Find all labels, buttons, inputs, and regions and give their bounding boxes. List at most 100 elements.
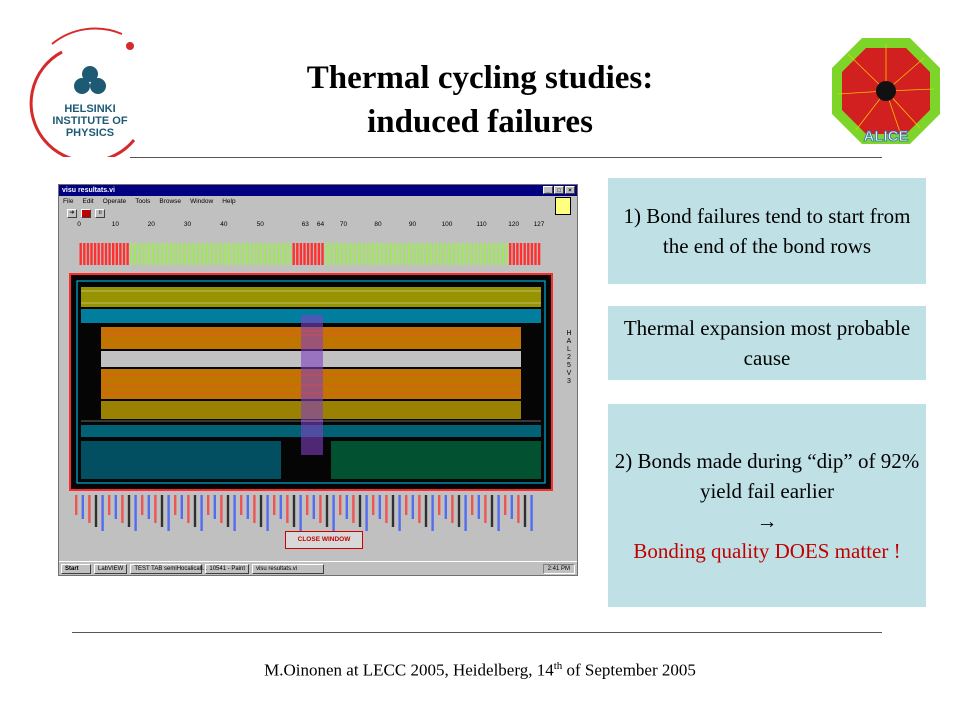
pad-label: [81, 495, 84, 519]
bond-indicator: [83, 243, 86, 265]
bond-indicator: [198, 243, 201, 265]
bond-indicator: [375, 243, 378, 265]
taskbar-item-paint[interactable]: 10541 - Paint: [205, 563, 250, 574]
bond-indicator: [368, 243, 371, 265]
callout-thermal-expansion-text: Thermal expansion most probable cause: [623, 316, 911, 370]
bond-indicator: [350, 243, 353, 265]
bond-indicator: [527, 243, 530, 265]
menu-operate[interactable]: Operate: [102, 198, 127, 205]
pad-label: [332, 495, 335, 531]
bond-indicator: [516, 243, 519, 265]
ruler-tick: 90: [408, 221, 417, 228]
pad-label: [378, 495, 381, 519]
bond-indicator: [480, 243, 483, 265]
bond-indicator: [288, 243, 292, 265]
footer-superscript: th: [553, 660, 563, 672]
bond-indicator: [361, 243, 364, 265]
pad-label: [471, 495, 474, 515]
close-icon[interactable]: ×: [565, 186, 575, 194]
bond-indicator: [209, 243, 212, 265]
bond-indicator: [408, 243, 411, 265]
ruler-tick: 70: [339, 221, 348, 228]
pad-label: [339, 495, 342, 515]
bond-indicator: [97, 243, 100, 265]
pad-label: [497, 495, 500, 531]
pad-label: [405, 495, 408, 515]
bond-indicator: [530, 243, 534, 265]
taskbar-item-labview[interactable]: LabVIEW: [94, 563, 128, 574]
ruler-tick: 0: [77, 221, 81, 228]
bond-indicator: [90, 243, 93, 265]
menu-file[interactable]: File: [63, 198, 74, 205]
maximize-icon[interactable]: □: [554, 186, 564, 194]
bond-indicator: [122, 243, 126, 265]
menu-browse[interactable]: Browse: [159, 198, 182, 205]
pad-label: [391, 495, 395, 527]
bond-indicator: [487, 243, 490, 265]
pause-icon[interactable]: ॥: [95, 209, 105, 218]
hip-logo-line2: INSTITUTE OF: [52, 115, 127, 127]
bond-indicator: [223, 243, 227, 265]
bond-indicator: [476, 243, 479, 265]
close-window-button[interactable]: CLOSE WINDOW: [285, 531, 363, 549]
bond-indicator: [494, 243, 497, 265]
menu-window[interactable]: Window: [190, 198, 214, 205]
bond-indicator: [296, 243, 299, 265]
taskbar-item-test-tab[interactable]: TEST TAB semiHocalicati...: [130, 563, 208, 574]
window-menubar: File Edit Operate Tools Browse Window He…: [59, 196, 577, 207]
pad-label: [121, 495, 124, 523]
pad-label: [477, 495, 480, 519]
pad-label: [187, 495, 190, 523]
taskbar-item-visu[interactable]: visu resultats.vi: [252, 563, 325, 574]
bond-indicator: [418, 243, 422, 265]
bond-indicator: [195, 243, 198, 265]
pad-label: [174, 495, 177, 515]
ruler-tick: 50: [256, 221, 264, 228]
pad-labels-graphic: [75, 495, 533, 531]
slide-title-line1: Thermal cycling studies:: [306, 60, 654, 96]
bond-indicator: [324, 243, 328, 265]
pad-label: [319, 495, 322, 523]
bond-indicator: [303, 243, 306, 265]
bond-indicator: [346, 243, 349, 265]
menu-help[interactable]: Help: [222, 198, 236, 205]
run-arrow-icon[interactable]: ➜: [67, 209, 77, 218]
bond-indicator: [220, 243, 223, 265]
bond-indicator: [144, 243, 147, 265]
pad-label: [220, 495, 223, 523]
ruler-tick: 40: [220, 221, 228, 228]
bond-indicator: [205, 243, 209, 265]
menu-tools[interactable]: Tools: [135, 198, 151, 205]
pad-label: [292, 495, 296, 527]
pad-label: [108, 495, 111, 515]
pad-label: [200, 495, 203, 531]
bond-indicator: [306, 243, 310, 265]
header-divider: [130, 157, 882, 158]
bond-indicator: [512, 243, 515, 265]
bond-indicator: [166, 243, 169, 265]
minimize-icon[interactable]: _: [543, 186, 553, 194]
bond-indicator: [267, 243, 270, 265]
pad-label: [207, 495, 210, 515]
pad-label: [431, 495, 434, 531]
windows-taskbar: Start LabVIEW TEST TAB semiHocalicati...…: [59, 561, 577, 575]
bond-indicator: [397, 243, 400, 265]
pad-label: [299, 495, 302, 531]
pad-label: [273, 495, 276, 515]
bond-indicator: [501, 243, 505, 265]
pad-label: [504, 495, 507, 515]
pad-label: [286, 495, 289, 523]
start-button[interactable]: Start: [61, 563, 91, 574]
menu-edit[interactable]: Edit: [82, 198, 94, 205]
hip-logo-line3: PHYSICS: [66, 127, 114, 139]
pad-label: [306, 495, 309, 515]
callout-bond-failures-text: 1) Bond failures tend to start from the …: [623, 204, 911, 258]
bond-indicator: [451, 243, 454, 265]
bond-indicator: [386, 243, 389, 265]
pad-label: [213, 495, 216, 519]
bond-indicator: [177, 243, 180, 265]
stop-icon[interactable]: [81, 209, 91, 218]
bond-indicator: [180, 243, 183, 265]
pad-label: [438, 495, 441, 515]
pad-label: [464, 495, 467, 531]
